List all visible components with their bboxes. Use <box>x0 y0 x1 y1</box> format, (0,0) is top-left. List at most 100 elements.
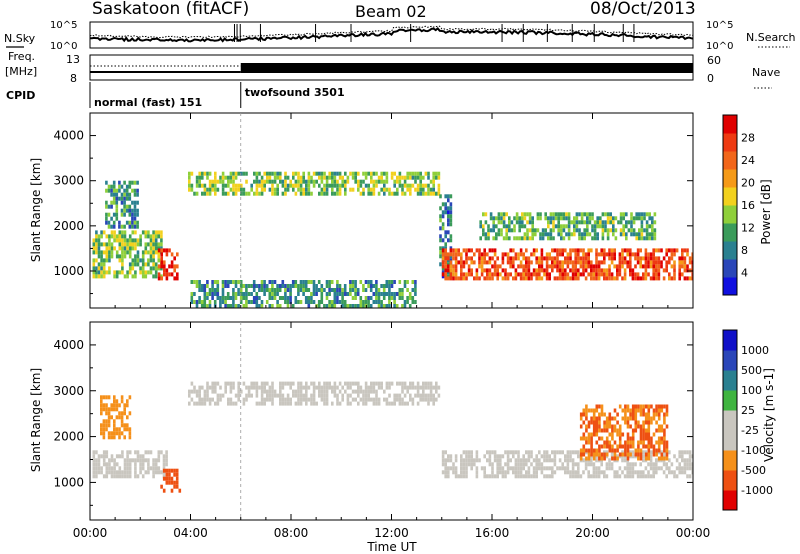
power-cell <box>211 296 214 300</box>
velocity-cell <box>331 401 334 406</box>
power-cell <box>612 216 615 221</box>
power-cell <box>419 191 422 196</box>
velocity-cell <box>168 476 171 481</box>
power-cell <box>302 179 305 184</box>
power-cell <box>403 191 407 196</box>
power-cell <box>675 248 679 253</box>
velocity-cell <box>496 458 499 463</box>
power-cell <box>198 171 201 176</box>
power-cell <box>286 304 290 308</box>
power-cell <box>478 276 481 281</box>
power-colorbar-segment <box>723 241 737 260</box>
power-cell <box>176 276 179 281</box>
velocity-cell <box>115 454 119 459</box>
power-cell <box>522 272 525 277</box>
velocity-cell <box>234 401 238 406</box>
velocity-cell <box>652 412 656 417</box>
power-cell <box>160 248 163 253</box>
power-cell <box>278 296 282 300</box>
velocity-cell <box>95 458 98 463</box>
velocity-cell <box>649 450 653 455</box>
power-cell <box>312 183 316 188</box>
velocity-cell <box>302 393 305 398</box>
power-cell <box>128 266 132 271</box>
velocity-cell <box>328 385 331 390</box>
power-cell <box>600 248 603 253</box>
power-cell <box>193 280 196 284</box>
velocity-cell <box>587 448 591 453</box>
velocity-cell <box>364 381 368 386</box>
power-cell <box>587 248 590 253</box>
power-cell <box>521 236 524 241</box>
power-cell <box>638 228 641 233</box>
velocity-cell <box>201 397 204 402</box>
power-cell <box>642 264 645 269</box>
velocity-cell <box>655 428 658 433</box>
velocity-cell <box>603 452 606 457</box>
power-cell <box>545 268 549 273</box>
velocity-cell <box>665 462 668 467</box>
power-cell <box>234 171 238 176</box>
power-cell <box>509 272 512 277</box>
power-cell <box>548 264 551 269</box>
velocity-cell <box>364 397 368 402</box>
velocity-cell <box>650 440 653 445</box>
velocity-cell <box>113 435 116 440</box>
power-cell <box>216 288 220 292</box>
power-cell <box>567 224 571 229</box>
velocity-cell <box>349 401 352 406</box>
velocity-cell <box>598 424 601 429</box>
power-cell <box>470 260 473 265</box>
power-cell <box>367 191 370 196</box>
power-cell <box>592 268 596 273</box>
power-cell <box>525 272 528 277</box>
velocity-cell <box>107 423 111 428</box>
power-cell <box>263 292 266 296</box>
power-cell <box>160 238 163 243</box>
power-cell <box>419 171 422 176</box>
power-cell <box>465 248 468 253</box>
power-cell <box>357 171 360 176</box>
power-cell <box>414 292 417 296</box>
velocity-cell <box>545 466 549 471</box>
power-cell <box>271 304 274 308</box>
power-cell <box>375 179 378 184</box>
power-cell <box>591 228 594 233</box>
power-cell <box>561 268 564 273</box>
power-cell <box>307 183 311 188</box>
power-cell <box>670 256 674 261</box>
power-cell <box>173 276 176 281</box>
power-cell <box>310 191 313 196</box>
power-cell <box>255 183 259 188</box>
power-cell <box>519 272 523 277</box>
power-cell <box>152 262 155 267</box>
power-colorbar-tick: 12 <box>741 222 755 235</box>
velocity-cell <box>162 488 166 493</box>
power-cell <box>338 284 342 288</box>
power-cell <box>688 256 692 261</box>
power-cell <box>141 258 145 263</box>
power-cell <box>304 280 308 284</box>
velocity-cell <box>120 399 124 404</box>
power-cell <box>255 296 259 300</box>
velocity-cell <box>297 401 300 406</box>
power-cell <box>536 228 540 233</box>
power-cell <box>470 256 473 261</box>
velocity-cell <box>647 436 651 441</box>
power-cell <box>558 264 562 269</box>
power-cell <box>610 272 614 277</box>
velocity-cell <box>336 385 339 390</box>
power-cell <box>670 276 674 281</box>
power-cell <box>665 248 668 253</box>
power-cell <box>131 180 134 185</box>
power-cell <box>457 276 460 281</box>
velocity-cell <box>535 466 538 471</box>
power-cell <box>203 183 207 188</box>
power-cell <box>382 296 386 300</box>
velocity-cell <box>195 401 199 406</box>
power-cell <box>385 304 389 308</box>
power-cell <box>540 264 544 269</box>
velocity-cell <box>488 458 492 463</box>
power-cell <box>549 212 553 217</box>
velocity-cell <box>475 450 479 455</box>
